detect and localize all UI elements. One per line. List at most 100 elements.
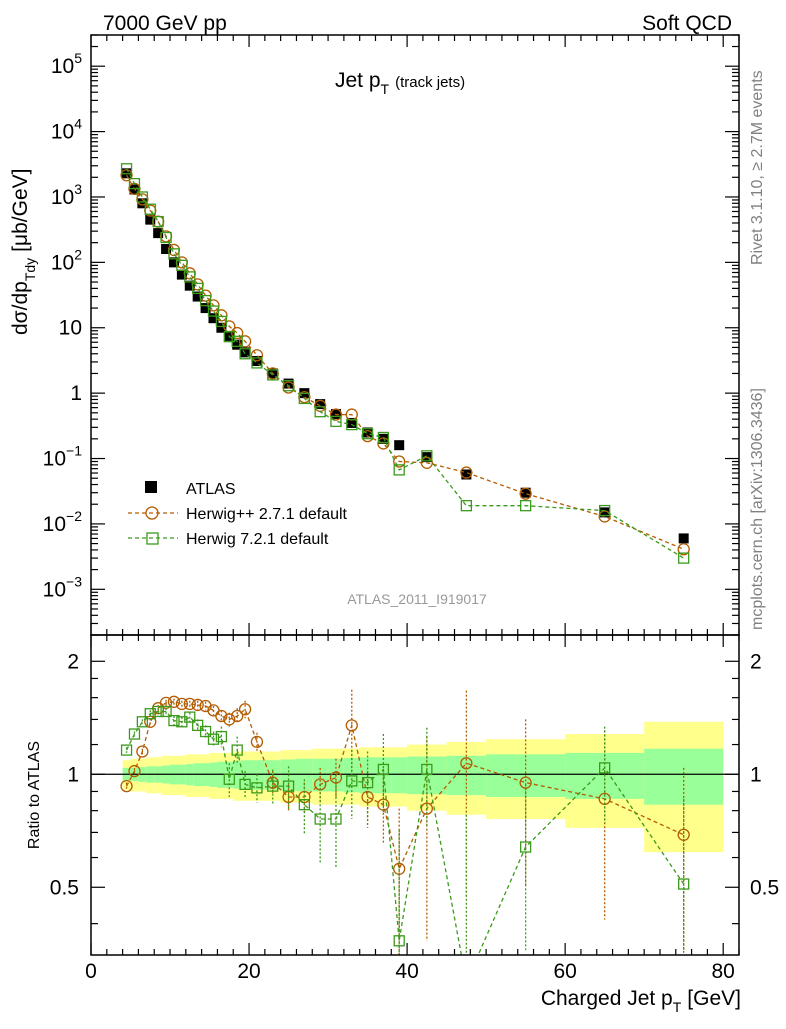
herwig7-ratio-point: [215, 730, 228, 743]
herwig7-main-point: [393, 464, 405, 476]
herwigpp-ratio-point: [136, 745, 149, 758]
herwigpp-ratio-point: [329, 771, 343, 784]
ratio-y-tick-label-right: 0.5: [750, 876, 779, 899]
herwigpp-main-point: [420, 456, 434, 469]
herwig7-ratio-point: [207, 733, 220, 745]
y-tick-label-base: 10: [59, 317, 82, 340]
ratio-y-tick-label-right: 1: [750, 763, 762, 786]
herwig7-main-point: [251, 357, 263, 369]
herwig7-main-line: [126, 168, 685, 559]
herwig7-main-point: [192, 282, 204, 295]
herwig7-main-point: [176, 259, 188, 272]
y-tick-label-exp: 4: [74, 116, 82, 132]
y-tick-label-exp: −1: [66, 443, 82, 459]
herwig7-ratio-point: [128, 728, 141, 740]
herwig7-main-point: [215, 315, 228, 328]
x-axis-label: Charged Jet pT [GeV]: [541, 987, 741, 1015]
herwigpp-main-point: [677, 543, 690, 556]
herwig7-ratio-point: [152, 705, 164, 718]
atlas-data-point: [208, 313, 219, 324]
herwig7-ratio-point: [160, 705, 172, 718]
atlas-data-point: [461, 469, 472, 480]
atlas-data-point: [240, 347, 251, 358]
herwig7-ratio-point: [361, 776, 374, 789]
herwigpp-ratio-point: [215, 709, 228, 723]
y-tick-label-base: 1: [70, 382, 82, 405]
header-left-label: 7000 GeV pp: [103, 12, 227, 35]
herwig7-main-point: [267, 369, 279, 381]
herwig7-main-point: [120, 163, 133, 175]
y-tick-label-exp: 5: [74, 50, 82, 66]
herwig7-ratio-point: [239, 778, 251, 791]
y-tick-label: 104: [51, 116, 82, 144]
atlas-data-point: [283, 378, 294, 389]
atlas-data-point: [394, 440, 405, 451]
y-tick-label-exp: 2: [74, 246, 82, 262]
atlas-data-point: [216, 322, 227, 333]
herwig7-main-point: [160, 231, 172, 244]
herwig7-main-point: [330, 415, 342, 428]
herwigpp-main-point: [460, 466, 473, 479]
herwig7-ratio-point: [251, 782, 263, 794]
herwig7-main-point: [282, 380, 295, 392]
y-tick-label: 10−2: [43, 508, 83, 536]
herwig7-ratio-point: [461, 977, 471, 987]
atlas-data-point: [346, 417, 357, 428]
ratio-band-inner: [296, 758, 313, 792]
ratio-y-tick-label: 0.5: [50, 876, 79, 899]
y-tick-label: 1: [70, 382, 82, 405]
herwigpp-ratio-point: [345, 719, 358, 732]
y-axis-label-unit: [μb/GeV]: [9, 169, 32, 252]
ratio-panel: [91, 689, 739, 987]
y-tick-label-base: 10: [51, 55, 74, 78]
herwig7-ratio-point: [192, 719, 204, 732]
atlas-data-point: [678, 533, 689, 544]
y-tick-label: 103: [51, 181, 82, 209]
y-tick-label: 10−1: [43, 443, 83, 471]
herwig7-main-point: [361, 428, 374, 440]
plot-title-main: Jet p: [335, 69, 381, 92]
herwig7-main-point: [239, 348, 251, 360]
y-axis-label: dσ/dpTdy [μb/GeV]: [9, 169, 38, 336]
herwig7-main-point: [136, 191, 149, 203]
atlas-data-point: [232, 339, 243, 350]
herwig7-ratio-point: [184, 711, 196, 723]
herwigpp-ratio-point: [361, 790, 374, 804]
herwigpp-main-point: [329, 408, 343, 421]
atlas-data-point: [362, 427, 373, 438]
x-tick-label: 0: [85, 960, 97, 983]
herwig7-ratio-point: [223, 773, 235, 785]
herwig7-ratio-point: [282, 780, 295, 792]
herwig7-ratio-point: [144, 708, 156, 720]
atlas-data-point: [176, 269, 187, 280]
herwigpp-ratio-point: [460, 757, 473, 770]
x-axis-label-main: Charged Jet p: [541, 987, 673, 1010]
legend-marker-atlas: [145, 481, 157, 493]
herwig7-ratio-point: [599, 762, 611, 774]
herwigpp-main-point: [231, 326, 244, 340]
ratio-frame: [90, 634, 740, 956]
herwig7-main-point: [199, 294, 212, 307]
y-tick-label: 10−3: [43, 573, 83, 601]
herwig7-ratio-point: [120, 744, 133, 756]
herwig7-main-point: [377, 431, 390, 444]
atlas-data-point: [153, 228, 164, 239]
herwigpp-ratio-point: [223, 713, 236, 726]
herwigpp-ratio-point: [175, 697, 189, 711]
analysis-label: ATLAS_2011_I919017: [347, 591, 487, 607]
atlas-data-point: [145, 214, 156, 225]
x-axis-label-unit: [GeV]: [687, 987, 741, 1010]
atlas-data-point: [599, 507, 610, 518]
herwig7-main-point: [346, 418, 358, 431]
atlas-data-point: [200, 303, 211, 314]
herwig7-ratio-point: [377, 763, 390, 776]
y-tick-label-base: 10: [51, 186, 74, 209]
herwig7-ratio-point: [346, 775, 358, 787]
y-tick-label-base: 10: [51, 251, 74, 274]
herwig7-ratio-point: [519, 841, 532, 853]
legend-label-atlas: ATLAS: [186, 481, 236, 498]
herwigpp-ratio-point: [183, 697, 196, 711]
atlas-data-point: [315, 399, 326, 410]
